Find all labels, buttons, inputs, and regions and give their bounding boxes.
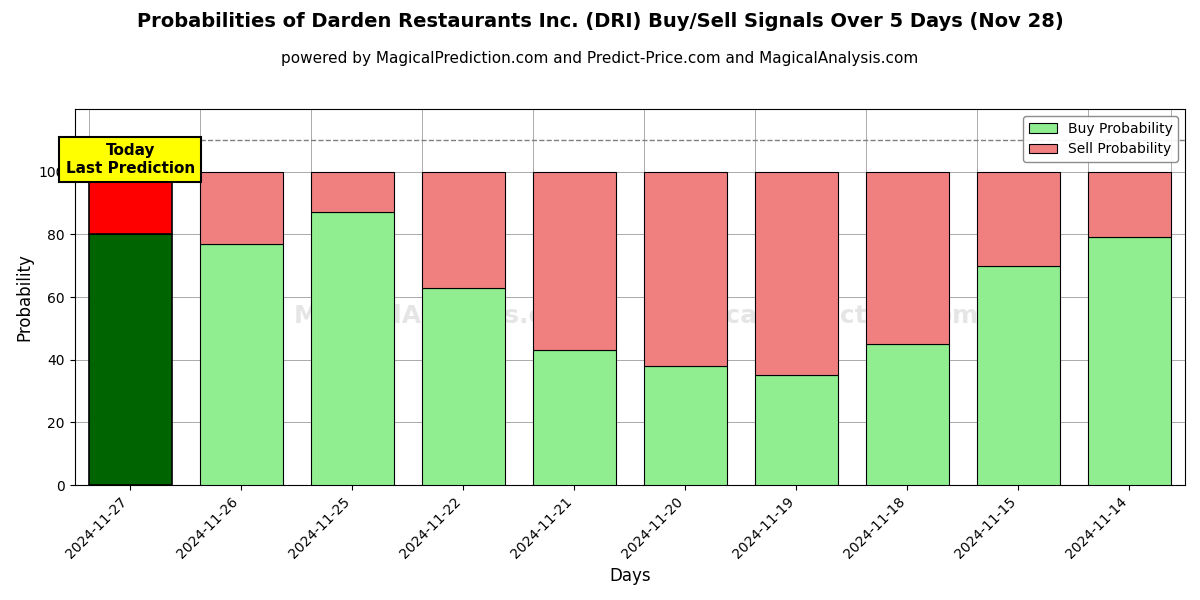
Text: MagicalPrediction.com: MagicalPrediction.com (658, 304, 979, 328)
Bar (533, 172, 616, 350)
Text: Today
Last Prediction: Today Last Prediction (66, 143, 194, 176)
Y-axis label: Probability: Probability (16, 253, 34, 341)
Bar (755, 376, 838, 485)
Bar (199, 244, 283, 485)
Bar (755, 172, 838, 376)
Bar (199, 172, 283, 244)
Legend: Buy Probability, Sell Probability: Buy Probability, Sell Probability (1024, 116, 1178, 162)
Bar (1088, 238, 1171, 485)
X-axis label: Days: Days (610, 567, 650, 585)
Bar (421, 287, 505, 485)
Bar (89, 172, 172, 235)
Text: Probabilities of Darden Restaurants Inc. (DRI) Buy/Sell Signals Over 5 Days (Nov: Probabilities of Darden Restaurants Inc.… (137, 12, 1063, 31)
Bar (311, 172, 394, 212)
Bar (1088, 172, 1171, 238)
Bar (533, 350, 616, 485)
Bar (977, 172, 1060, 266)
Bar (311, 212, 394, 485)
Bar (421, 172, 505, 287)
Bar (977, 266, 1060, 485)
Bar (865, 172, 949, 344)
Bar (643, 366, 727, 485)
Text: MagicalAnalysis.com: MagicalAnalysis.com (294, 304, 588, 328)
Bar (865, 344, 949, 485)
Bar (643, 172, 727, 366)
Bar (89, 235, 172, 485)
Text: powered by MagicalPrediction.com and Predict-Price.com and MagicalAnalysis.com: powered by MagicalPrediction.com and Pre… (281, 51, 919, 66)
